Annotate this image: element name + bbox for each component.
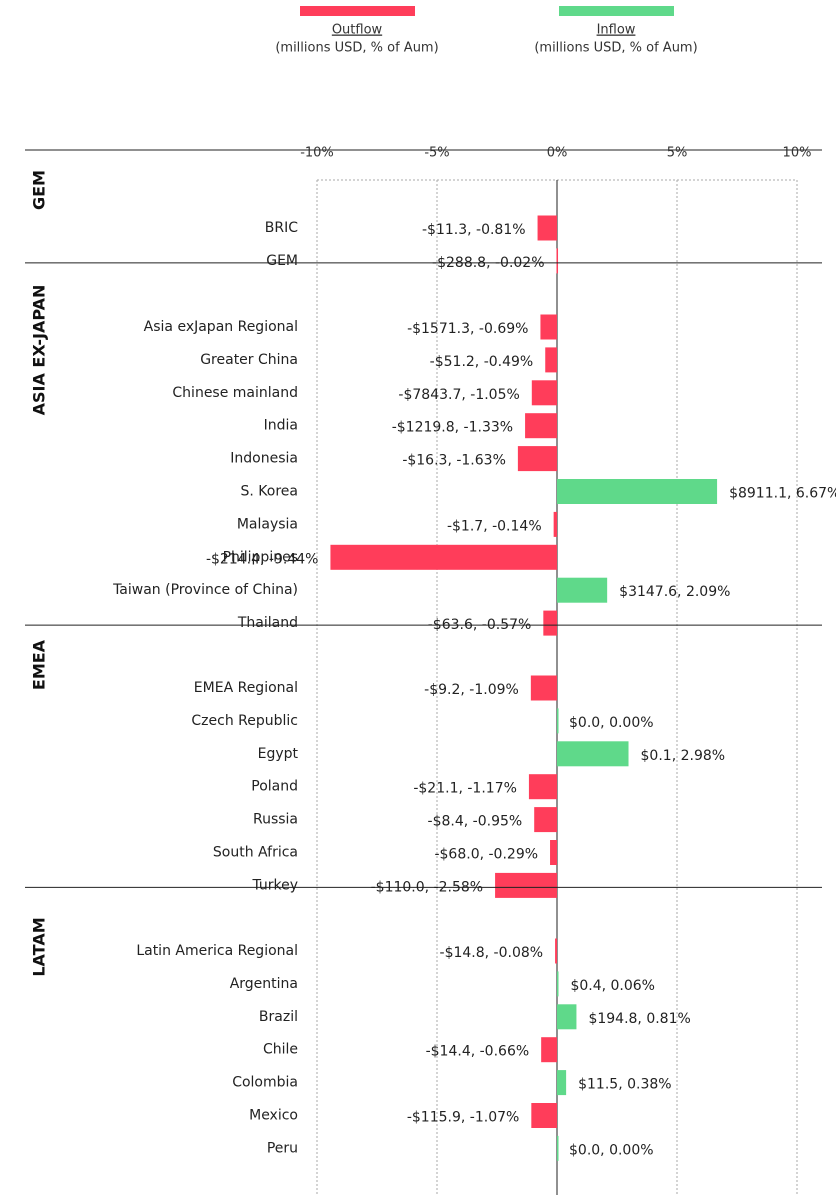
category-label: India [264,418,298,434]
category-label: Asia exJapan Regional [144,319,298,335]
x-tick-label: -5% [424,146,449,161]
category-label: Indonesia [230,451,298,467]
bar [557,1135,559,1161]
value-label: $0.1, 2.98% [641,748,726,764]
legend-subtitle: (millions USD, % of Aum) [534,41,697,56]
value-label: $0.4, 0.06% [570,978,655,994]
value-label: -$68.0, -0.29% [434,847,538,863]
bar [528,774,557,800]
group-label: GEM [30,170,49,210]
category-label: South Africa [213,845,298,861]
bar [530,675,557,701]
legend-subtitle: (millions USD, % of Aum) [275,41,438,56]
bar [557,708,559,734]
bar [525,413,557,439]
bar [557,741,629,767]
bar [557,577,608,603]
value-label: -$11.3, -0.81% [422,222,526,238]
value-label: -$14.8, -0.08% [440,945,544,961]
bar [531,380,557,406]
category-label: Turkey [251,877,298,893]
value-label: -$214.4, -9.44% [206,551,318,567]
category-label: Malaysia [237,516,298,532]
legend-swatch [300,6,415,16]
value-label: $8911.1, 6.67% [729,486,836,502]
bar [557,479,718,504]
group-label: ASIA EX-JAPAN [30,285,49,416]
value-label: -$1219.8, -1.33% [392,420,513,436]
category-label: S. Korea [241,484,298,500]
value-label: -$51.2, -0.49% [430,354,534,370]
category-label: Taiwan (Province of China) [112,582,298,598]
bar [541,1037,557,1063]
value-label: -$1571.3, -0.69% [407,321,528,337]
bar [517,446,557,472]
x-tick-label: 0% [547,146,568,161]
value-label: -$9.2, -1.09% [424,682,519,698]
bar [550,840,557,865]
value-label: -$21.1, -1.17% [413,781,517,797]
category-label: BRIC [265,220,298,236]
bar [557,1070,567,1096]
category-label: Colombia [232,1075,298,1091]
bar [543,610,557,636]
value-label: -$1.7, -0.14% [447,518,542,534]
bar [495,872,557,898]
value-label: -$14.4, -0.66% [426,1044,530,1060]
category-label: Latin America Regional [136,943,298,959]
category-label: Mexico [249,1108,298,1124]
bar [557,971,559,997]
bar [545,347,557,373]
value-label: -$115.9, -1.07% [407,1110,519,1126]
value-label: $0.0, 0.00% [569,715,654,731]
bar [556,248,559,274]
category-label: Peru [267,1140,298,1156]
value-label: $0.0, 0.00% [569,1142,654,1158]
category-label: GEM [266,253,298,269]
x-tick-label: -10% [300,146,334,161]
value-label: -$8.4, -0.95% [428,814,523,830]
category-label: Russia [253,812,298,828]
bar [534,807,557,833]
value-label: $3147.6, 2.09% [619,584,730,600]
bar [553,511,557,537]
legend-swatch [559,6,674,16]
legend-label: Outflow [332,23,383,38]
bar [555,938,557,964]
value-label: -$7843.7, -1.05% [398,387,519,403]
category-label: Thailand [237,615,298,631]
bar [537,215,557,241]
bar [557,1004,577,1030]
value-label: $194.8, 0.81% [588,1011,690,1027]
group-label: EMEA [30,639,49,690]
category-label: Brazil [259,1009,298,1025]
group-label: LATAM [30,917,49,976]
category-label: Egypt [258,746,299,762]
x-tick-label: 10% [783,146,812,161]
category-label: Poland [251,779,298,795]
bar [540,314,557,340]
category-label: Chile [263,1042,298,1058]
x-tick-label: 5% [667,146,688,161]
category-label: Chinese mainland [172,385,298,401]
category-label: Czech Republic [191,713,298,729]
bar [531,1103,557,1128]
category-label: Philippines [223,549,298,565]
value-label: $11.5, 0.38% [578,1077,671,1093]
category-label: EMEA Regional [194,680,298,696]
category-label: Argentina [230,976,298,992]
value-label: -$16.3, -1.63% [402,453,506,469]
category-label: Greater China [200,352,298,368]
bar [330,544,557,570]
legend-label: Inflow [597,23,636,38]
